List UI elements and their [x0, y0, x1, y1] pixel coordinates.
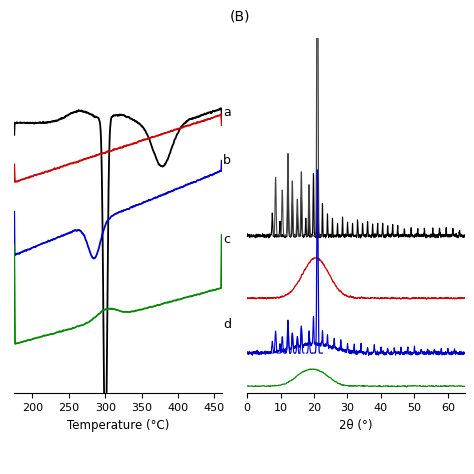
X-axis label: 2θ (°): 2θ (°) [339, 419, 373, 432]
Text: a: a [223, 107, 231, 119]
Text: c: c [223, 233, 230, 246]
Text: (B): (B) [230, 9, 250, 24]
X-axis label: Temperature (°C): Temperature (°C) [67, 419, 169, 432]
Text: d: d [223, 318, 231, 331]
Text: b: b [223, 154, 231, 167]
